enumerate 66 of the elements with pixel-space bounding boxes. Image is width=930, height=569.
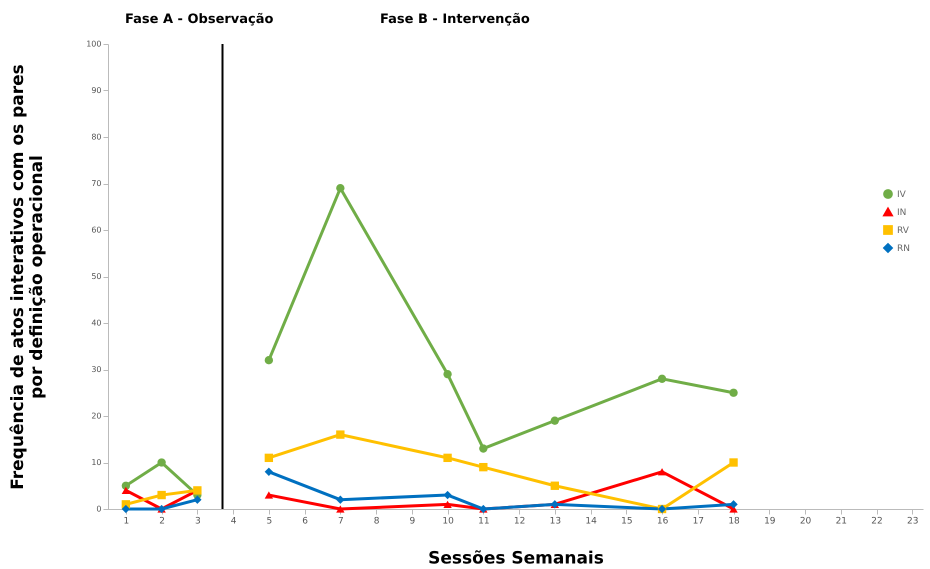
y-tick-label: 40 [91,318,102,328]
y-axis-title: Frequência de atos interativos com os pares por definição operacional [8,64,48,490]
point [729,458,738,467]
point [443,370,452,378]
x-tick-label: 14 [585,516,598,526]
x-tick-label: 21 [836,516,848,526]
x-axis-title: Sessões Semanais [428,548,604,568]
point [443,500,452,508]
x-tick-label: 19 [764,516,776,526]
y-tick-label: 30 [91,365,102,374]
point [157,490,166,500]
y-tick-label: 50 [91,272,102,281]
point [729,388,738,397]
y-tick-label: 90 [91,86,102,95]
y-tick-label: 60 [91,226,102,234]
x-tick-label: 8 [374,516,380,526]
legend-label: IN [897,208,906,218]
x-tick-label: 7 [338,516,344,526]
point [264,491,274,499]
x-tick-label: 1 [124,516,130,526]
x-tick-label: 6 [302,516,308,526]
point [550,482,560,490]
y-tick-label: 70 [91,179,102,188]
point [658,468,666,476]
x-tick-label: 11 [478,516,490,526]
x-tick-label: 5 [266,516,272,526]
x-tick-label: 9 [409,516,416,526]
text: Fase A - Observação [125,12,274,27]
point [479,444,488,453]
point [264,454,274,462]
x-tick-label: 20 [800,516,812,526]
point [336,184,345,192]
x-tick-label: 23 [907,516,919,526]
x-tick-label: 3 [194,516,201,526]
point [550,416,560,425]
x-tick-label: 18 [728,516,740,526]
x-tick-label: 17 [692,516,704,526]
y-tick-label: 20 [91,412,102,420]
point [157,458,166,467]
text: Fase B - Intervenção [380,12,530,27]
x-tick-label: 2 [159,516,165,526]
point [193,496,202,504]
x-tick-label: 12 [514,516,526,526]
point [336,505,345,513]
legend-label: IV [897,190,907,200]
point [122,504,130,514]
y-tick-label: 100 [86,40,102,48]
legend-label: RV [897,226,910,236]
point [122,486,130,494]
y-tick-label: 10 [91,458,102,467]
x-tick-label: 4 [230,516,237,526]
x-tick-label: 15 [621,516,633,526]
x-tick-label: 13 [550,516,562,526]
y-tick-label: 0 [96,504,102,514]
point [264,468,274,476]
x-tick-label: 10 [442,516,454,526]
legend-label: RN [897,244,910,254]
point [443,454,452,462]
point [479,462,488,472]
point [336,430,345,439]
point [658,374,666,383]
point [729,500,738,509]
x-tick-label: 16 [656,516,669,526]
x-tick-label: 22 [871,516,883,526]
y-tick-label: 80 [91,132,102,142]
point [264,356,274,364]
